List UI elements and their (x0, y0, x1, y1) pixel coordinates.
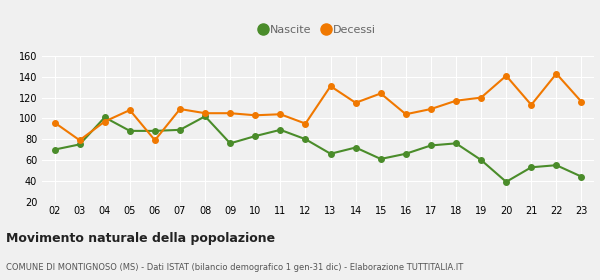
Legend: Nascite, Decessi: Nascite, Decessi (256, 21, 380, 40)
Text: COMUNE DI MONTIGNOSO (MS) - Dati ISTAT (bilancio demografico 1 gen-31 dic) - Ela: COMUNE DI MONTIGNOSO (MS) - Dati ISTAT (… (6, 263, 463, 272)
Text: Movimento naturale della popolazione: Movimento naturale della popolazione (6, 232, 275, 245)
